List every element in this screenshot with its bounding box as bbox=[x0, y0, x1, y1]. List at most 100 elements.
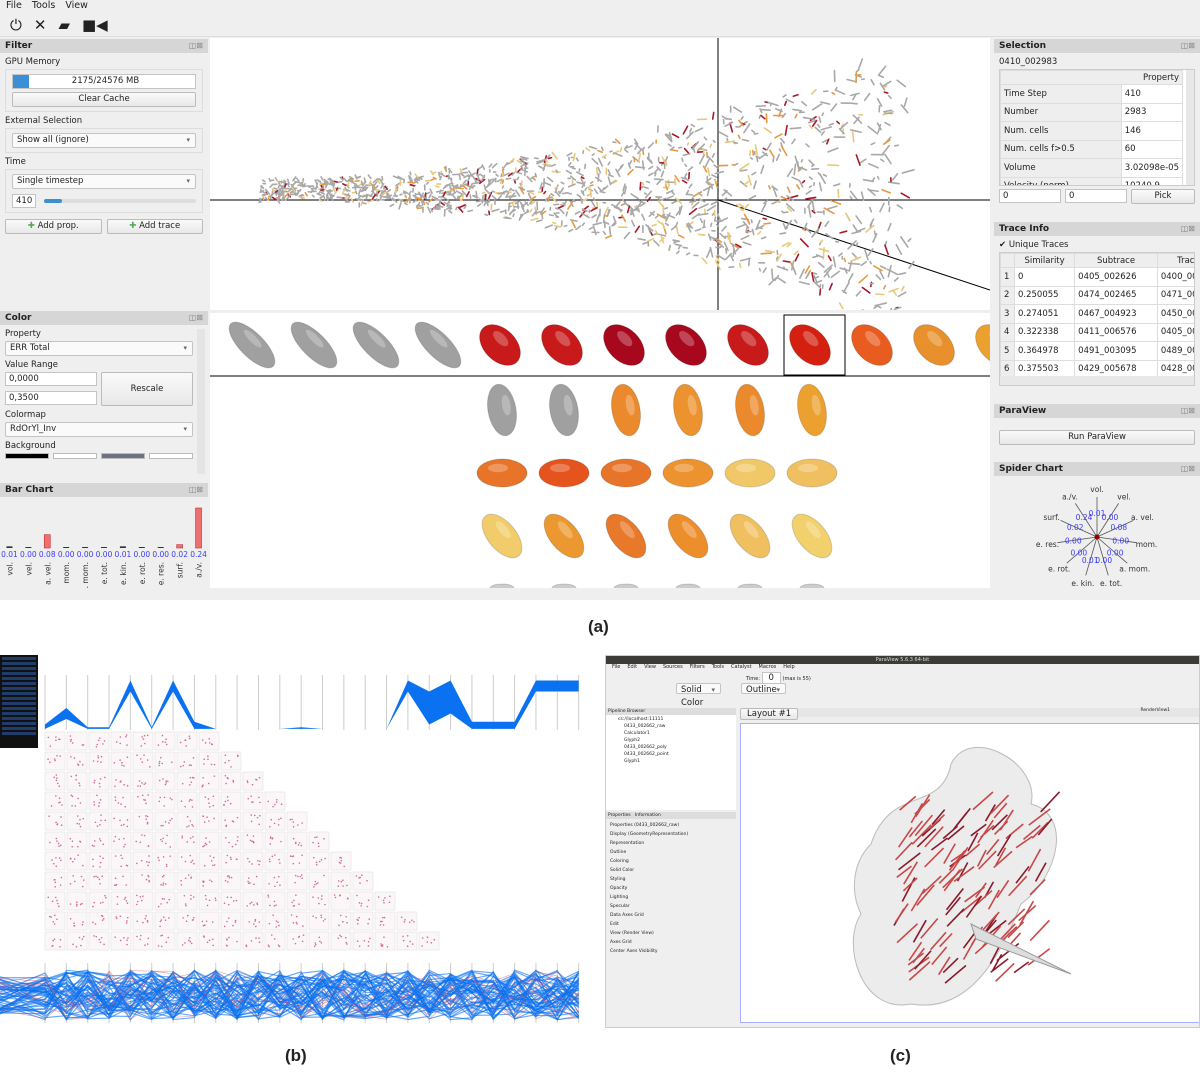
sidebar-list-item[interactable] bbox=[2, 662, 36, 665]
pick-x-spinbox[interactable]: 0 bbox=[999, 189, 1061, 203]
property-item[interactable]: Properties (0433_002662_raw) bbox=[610, 823, 680, 828]
selection-scrollbar[interactable] bbox=[1186, 70, 1194, 185]
representation-dropdown[interactable]: Outline bbox=[741, 683, 786, 697]
dock-controls-icon[interactable]: ◫⊠ bbox=[1180, 224, 1195, 233]
property-item[interactable]: Representation bbox=[610, 841, 645, 846]
color-scrollbar[interactable] bbox=[197, 329, 205, 474]
menu-file[interactable]: File bbox=[6, 0, 22, 11]
property-item[interactable]: Lighting bbox=[610, 895, 629, 900]
add-trace-button[interactable]: ✚ Add trace bbox=[106, 219, 203, 234]
pv-menu-item[interactable]: Filters bbox=[689, 664, 705, 670]
time-mode-dropdown[interactable]: Single timestep bbox=[12, 174, 196, 189]
render-view[interactable] bbox=[740, 723, 1199, 1023]
property-item[interactable]: Coloring bbox=[610, 859, 629, 864]
pipeline-item[interactable]: 0433_002662_point bbox=[624, 752, 669, 757]
sidebar-list-item[interactable] bbox=[2, 657, 36, 660]
property-item[interactable]: Outline bbox=[610, 850, 627, 855]
sidebar-list-item[interactable] bbox=[2, 707, 36, 710]
close-icon[interactable]: ✕ bbox=[33, 15, 47, 34]
pipeline-item[interactable]: 0433_002662_poly bbox=[624, 745, 667, 750]
pipeline-item[interactable]: cs://localhost:11111 bbox=[618, 717, 664, 722]
property-item[interactable]: Edit bbox=[610, 922, 619, 927]
external-selection-dropdown[interactable]: Show all (ignore) bbox=[12, 133, 196, 148]
pipeline-item[interactable]: 0433_002662_raw bbox=[624, 724, 666, 729]
sidebar-list-item[interactable] bbox=[2, 677, 36, 680]
add-prop-button[interactable]: ✚ Add prop. bbox=[5, 219, 102, 234]
rescale-button[interactable]: Rescale bbox=[101, 372, 193, 406]
folder-open-icon[interactable]: ▰ bbox=[58, 15, 70, 34]
run-paraview-button[interactable]: Run ParaView bbox=[999, 430, 1195, 445]
video-camera-icon[interactable]: ■◀ bbox=[82, 15, 108, 34]
pv-menu-item[interactable]: Catalyst bbox=[731, 664, 752, 670]
pick-y-spinbox[interactable]: 0 bbox=[1065, 189, 1127, 203]
trace-column-header[interactable]: Trace bbox=[1156, 253, 1194, 268]
background-swatch-0[interactable] bbox=[5, 453, 49, 459]
dock-controls-icon[interactable]: ◫⊠ bbox=[1180, 41, 1195, 50]
information-tab[interactable]: Information bbox=[634, 813, 661, 818]
sidebar-list-item[interactable] bbox=[2, 682, 36, 685]
property-column-header[interactable]: Property bbox=[1000, 70, 1183, 85]
pv-menu-item[interactable]: Sources bbox=[662, 664, 683, 670]
pv-menu-item[interactable]: Macros bbox=[758, 664, 777, 670]
sidebar-list-item[interactable] bbox=[2, 732, 36, 735]
timestep-spinbox[interactable]: 410 bbox=[12, 194, 36, 208]
unique-traces-checkbox[interactable]: ✔ Unique Traces bbox=[999, 240, 1069, 250]
range-min-spinbox[interactable]: 0,0000 bbox=[5, 372, 97, 386]
pick-button[interactable]: Pick bbox=[1131, 189, 1195, 204]
trace-column-header[interactable]: Subtrace bbox=[1074, 253, 1158, 268]
sidebar-list-item[interactable] bbox=[2, 687, 36, 690]
property-item[interactable]: Center Axes Visibility bbox=[610, 949, 658, 954]
glyph-view[interactable] bbox=[210, 313, 990, 588]
layout-tab[interactable]: Layout #1 bbox=[740, 708, 799, 720]
time-slider[interactable] bbox=[44, 199, 196, 203]
sidebar-list-item[interactable] bbox=[2, 697, 36, 700]
sidebar-list-item[interactable] bbox=[2, 702, 36, 705]
pv-menu-item[interactable]: Help bbox=[783, 664, 795, 670]
sidebar-list-item[interactable] bbox=[2, 727, 36, 730]
property-item[interactable]: Axes Grid bbox=[610, 940, 632, 945]
trace-horizontal-scrollbar[interactable] bbox=[1000, 376, 1194, 385]
background-swatch-3[interactable] bbox=[149, 453, 193, 459]
dock-controls-icon[interactable]: ◫⊠ bbox=[1180, 406, 1195, 415]
dock-controls-icon[interactable]: ◫⊠ bbox=[1180, 464, 1195, 473]
menu-tools[interactable]: Tools bbox=[31, 0, 56, 11]
sidebar-list-item[interactable] bbox=[2, 692, 36, 695]
pv-menu-item[interactable]: Tools bbox=[711, 664, 725, 670]
clear-cache-button[interactable]: Clear Cache bbox=[12, 92, 196, 107]
property-dropdown[interactable]: ERR Total bbox=[5, 341, 193, 356]
sidebar-list-item[interactable] bbox=[2, 722, 36, 725]
pipeline-item[interactable]: Calculator1 bbox=[624, 731, 650, 736]
property-item[interactable]: Display (GeometryRepresentation) bbox=[610, 832, 689, 837]
power-icon[interactable]: ⏻ bbox=[10, 15, 22, 34]
property-item[interactable]: Specular bbox=[610, 904, 630, 909]
menu-view[interactable]: View bbox=[65, 0, 88, 11]
property-item[interactable]: Data Axes Grid bbox=[610, 913, 644, 918]
dock-controls-icon[interactable]: ◫⊠ bbox=[188, 313, 203, 322]
pv-menu-item[interactable]: Edit bbox=[627, 664, 638, 670]
dock-controls-icon[interactable]: ◫⊠ bbox=[188, 41, 203, 50]
pipeline-item[interactable]: Glyph2 bbox=[624, 738, 640, 743]
colormap-dropdown[interactable]: RdOrYl_Inv bbox=[5, 422, 193, 437]
dock-controls-icon[interactable]: ◫⊠ bbox=[188, 485, 203, 494]
coloring-dropdown[interactable]: Solid Color bbox=[676, 683, 721, 708]
range-max-spinbox[interactable]: 0,3500 bbox=[5, 391, 97, 405]
property-item[interactable]: View (Render View) bbox=[610, 931, 654, 936]
property-item[interactable]: Styling bbox=[610, 877, 626, 882]
background-swatch-1[interactable] bbox=[53, 453, 97, 459]
trace-column-header[interactable] bbox=[1000, 253, 1015, 268]
sidebar-list-item[interactable] bbox=[2, 667, 36, 670]
property-item[interactable]: Opacity bbox=[610, 886, 628, 891]
pipeline-item[interactable]: Glyph1 bbox=[624, 759, 640, 764]
background-swatch-2[interactable] bbox=[101, 453, 145, 459]
3d-view[interactable] bbox=[210, 38, 990, 310]
pv-menu-item[interactable]: File bbox=[612, 664, 621, 670]
properties-tab[interactable]: Properties bbox=[608, 813, 631, 818]
sidebar-list-item[interactable] bbox=[2, 712, 36, 715]
pv-menu-item[interactable]: View bbox=[644, 664, 656, 670]
